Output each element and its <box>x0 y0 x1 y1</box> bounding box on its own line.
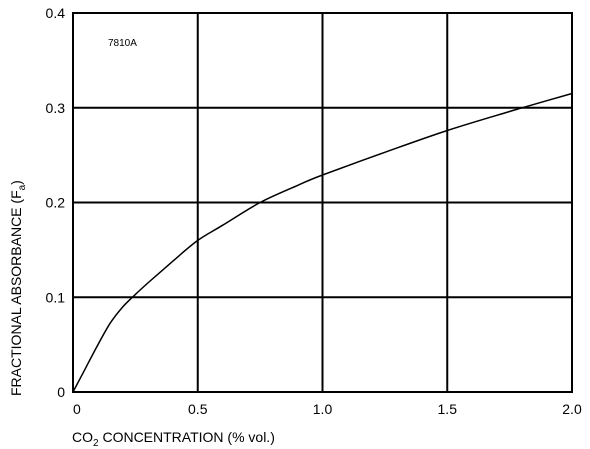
x-axis-title-main: CO <box>72 429 93 445</box>
x-tick-label: 1.5 <box>438 401 458 417</box>
x-tick-label: 1.0 <box>313 401 333 417</box>
y-axis-title-main: FRACTIONAL ABSORBANCE (F <box>8 190 24 396</box>
x-tick-label: 0.5 <box>188 401 208 417</box>
x-tick-label: 0 <box>73 401 81 417</box>
y-tick-label: 0.2 <box>46 195 66 211</box>
absorbance-curve <box>72 92 573 393</box>
x-axis-title-rest: CONCENTRATION (% vol.) <box>99 429 275 445</box>
plot-frame <box>72 12 573 393</box>
figure-code: 7810A <box>108 38 137 49</box>
y-tick-label: 0.1 <box>46 289 66 305</box>
tick-labels: 0 0.5 1.0 1.5 2.0 0 0.1 0.2 0.3 0.4 <box>46 5 582 417</box>
x-axis-title: CO2 CONCENTRATION (% vol.) <box>72 429 275 449</box>
x-tick-label: 2.0 <box>562 401 582 417</box>
y-axis-title: FRACTIONAL ABSORBANCE (Fa) <box>8 180 28 396</box>
x-axis-title-subscript: 2 <box>93 438 99 449</box>
y-tick-label: 0.4 <box>46 5 66 21</box>
grid-layer <box>73 13 572 392</box>
y-axis-title-rest: ) <box>8 180 24 185</box>
y-tick-label: 0 <box>57 384 65 400</box>
y-tick-label: 0.3 <box>46 100 66 116</box>
y-axis-title-subscript: a <box>17 184 28 190</box>
